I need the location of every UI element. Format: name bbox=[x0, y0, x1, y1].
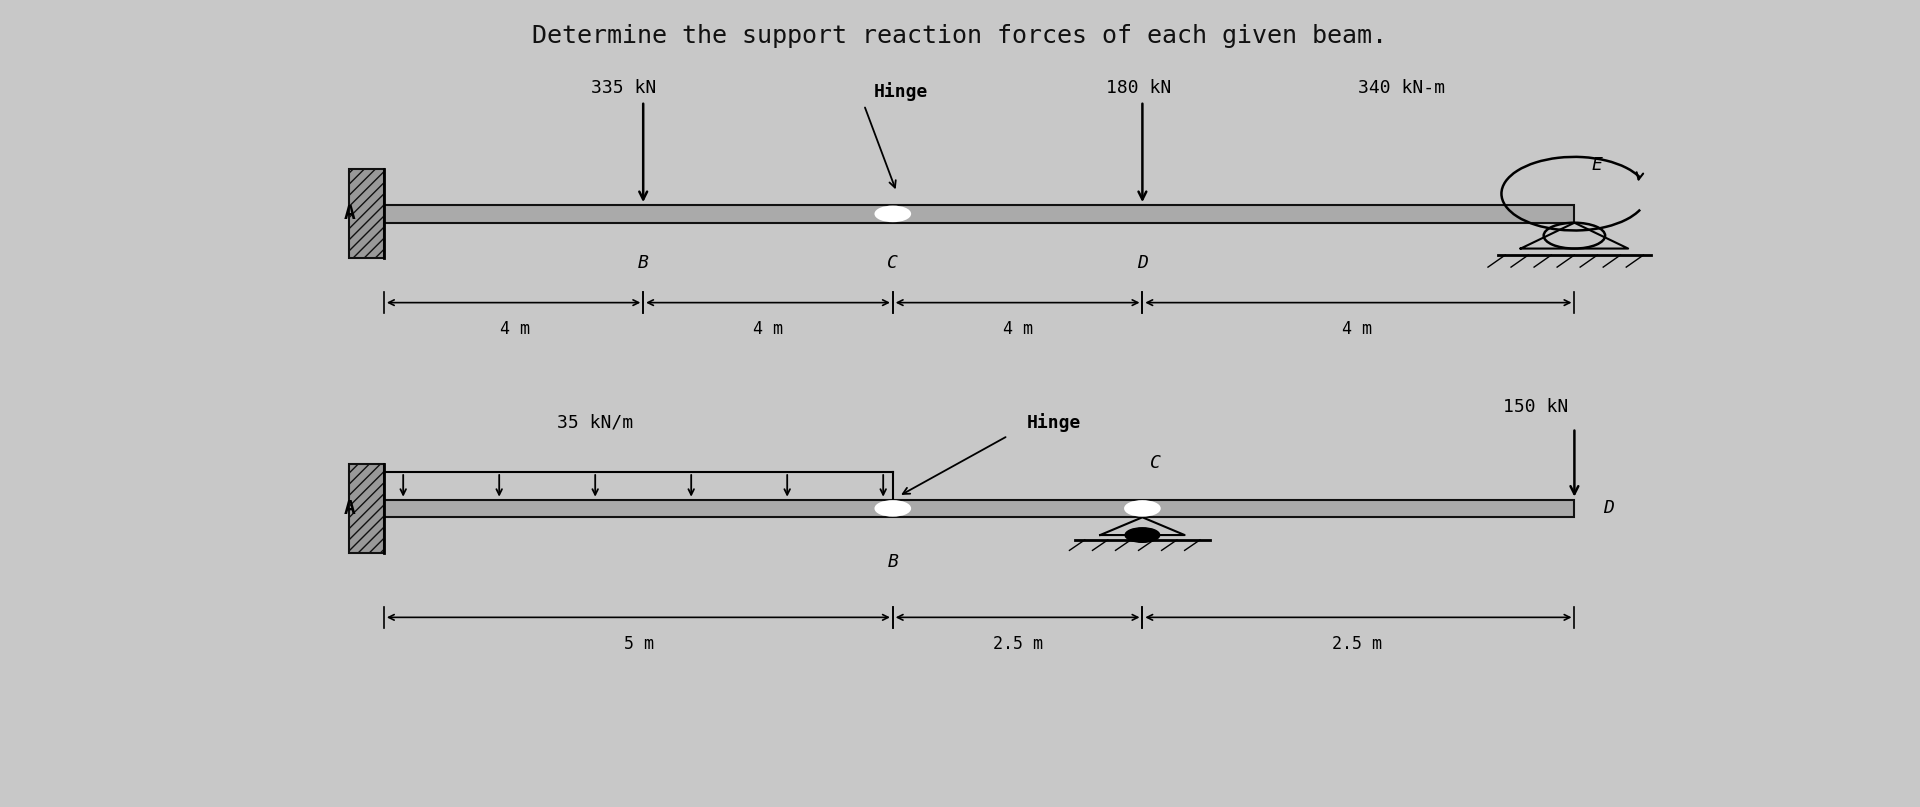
Text: 150 kN: 150 kN bbox=[1503, 398, 1569, 416]
Text: Hinge: Hinge bbox=[1027, 412, 1081, 432]
Text: 4 m: 4 m bbox=[1342, 320, 1373, 338]
Bar bbox=[384, 205, 1574, 223]
Text: 340 kN-m: 340 kN-m bbox=[1357, 79, 1446, 97]
Text: 335 kN: 335 kN bbox=[591, 79, 657, 97]
Text: 2.5 m: 2.5 m bbox=[1332, 635, 1382, 653]
Text: 180 kN: 180 kN bbox=[1106, 79, 1171, 97]
Bar bbox=[384, 500, 1574, 517]
Text: B: B bbox=[887, 553, 899, 571]
Text: Hinge: Hinge bbox=[874, 82, 927, 101]
Text: 4 m: 4 m bbox=[1002, 320, 1033, 338]
Text: A: A bbox=[344, 499, 355, 518]
Text: A: A bbox=[344, 204, 355, 224]
Text: 4 m: 4 m bbox=[753, 320, 783, 338]
Circle shape bbox=[876, 501, 910, 516]
Text: D: D bbox=[1137, 254, 1148, 272]
Bar bbox=[349, 169, 384, 258]
Text: B: B bbox=[637, 254, 649, 272]
Text: 4 m: 4 m bbox=[499, 320, 530, 338]
Text: 2.5 m: 2.5 m bbox=[993, 635, 1043, 653]
Circle shape bbox=[1125, 528, 1160, 542]
Text: E: E bbox=[1592, 156, 1603, 174]
Text: C: C bbox=[1150, 454, 1162, 472]
Circle shape bbox=[876, 207, 910, 221]
Circle shape bbox=[1125, 501, 1160, 516]
Text: C: C bbox=[887, 254, 899, 272]
Text: Determine the support reaction forces of each given beam.: Determine the support reaction forces of… bbox=[532, 24, 1388, 48]
Text: D: D bbox=[1603, 500, 1615, 517]
Bar bbox=[349, 464, 384, 553]
Text: 5 m: 5 m bbox=[624, 635, 655, 653]
Text: 35 kN/m: 35 kN/m bbox=[557, 414, 634, 432]
